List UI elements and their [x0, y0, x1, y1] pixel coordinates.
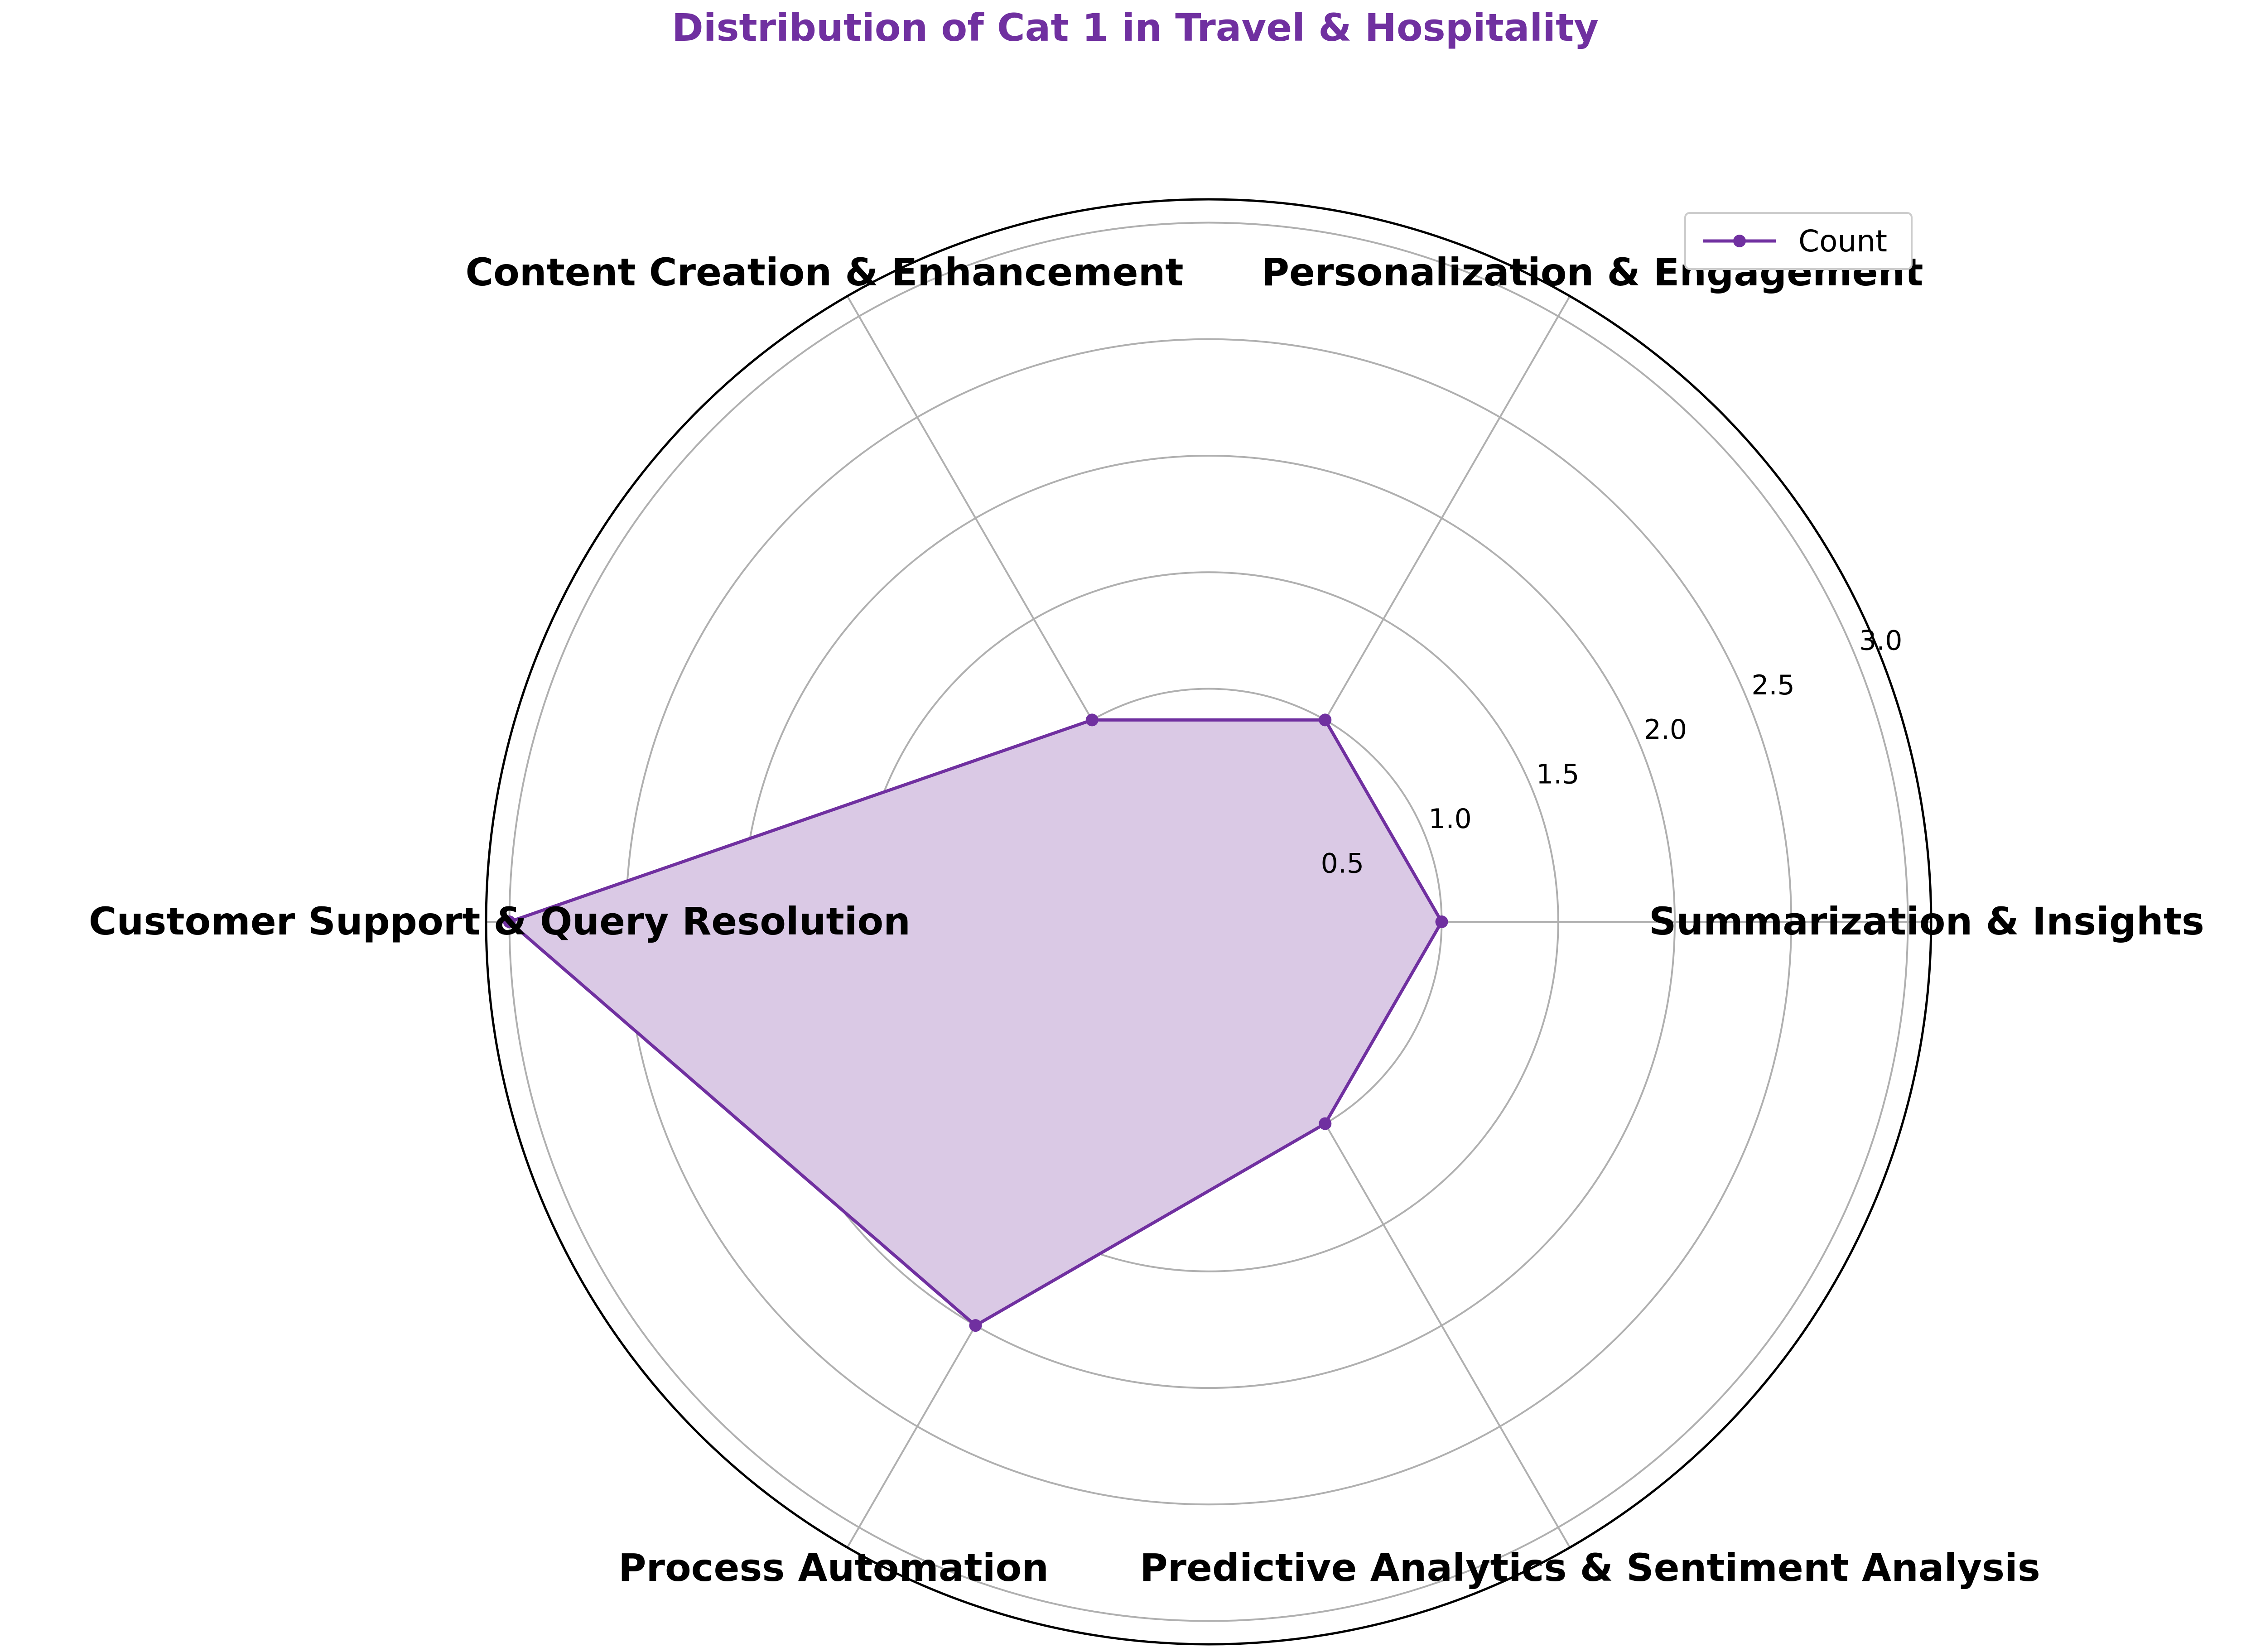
data-point [1435, 915, 1448, 928]
chart-title: Distribution of Cat 1 in Travel & Hospit… [672, 5, 1599, 50]
category-label: Predictive Analytics & Sentiment Analysi… [1140, 1546, 2040, 1590]
data-point [1319, 1117, 1332, 1130]
r-tick-label: 3.0 [1859, 625, 1902, 656]
data-point [1319, 713, 1332, 727]
data-layer [503, 713, 1448, 1332]
category-label: Customer Support & Query Resolution [89, 899, 911, 944]
r-tick-label: 2.0 [1644, 714, 1687, 746]
data-point [1085, 713, 1099, 727]
legend-series-label: Count [1798, 224, 1887, 259]
legend: Count [1684, 212, 1913, 270]
data-point [503, 915, 516, 928]
series-area [509, 720, 1442, 1326]
r-tick-label: 0.5 [1321, 848, 1364, 880]
legend-box [1684, 212, 1913, 270]
category-label: Summarization & Insights [1649, 899, 2204, 944]
category-label: Content Creation & Enhancement [465, 250, 1183, 294]
r-tick-label: 1.0 [1428, 803, 1471, 835]
legend-series-marker [1733, 235, 1746, 247]
category-label: Process Automation [618, 1546, 1049, 1590]
polar-frame [485, 198, 1932, 1646]
r-tick-label: 1.5 [1536, 759, 1579, 790]
data-point [969, 1319, 982, 1332]
r-tick-label: 2.5 [1751, 669, 1794, 701]
